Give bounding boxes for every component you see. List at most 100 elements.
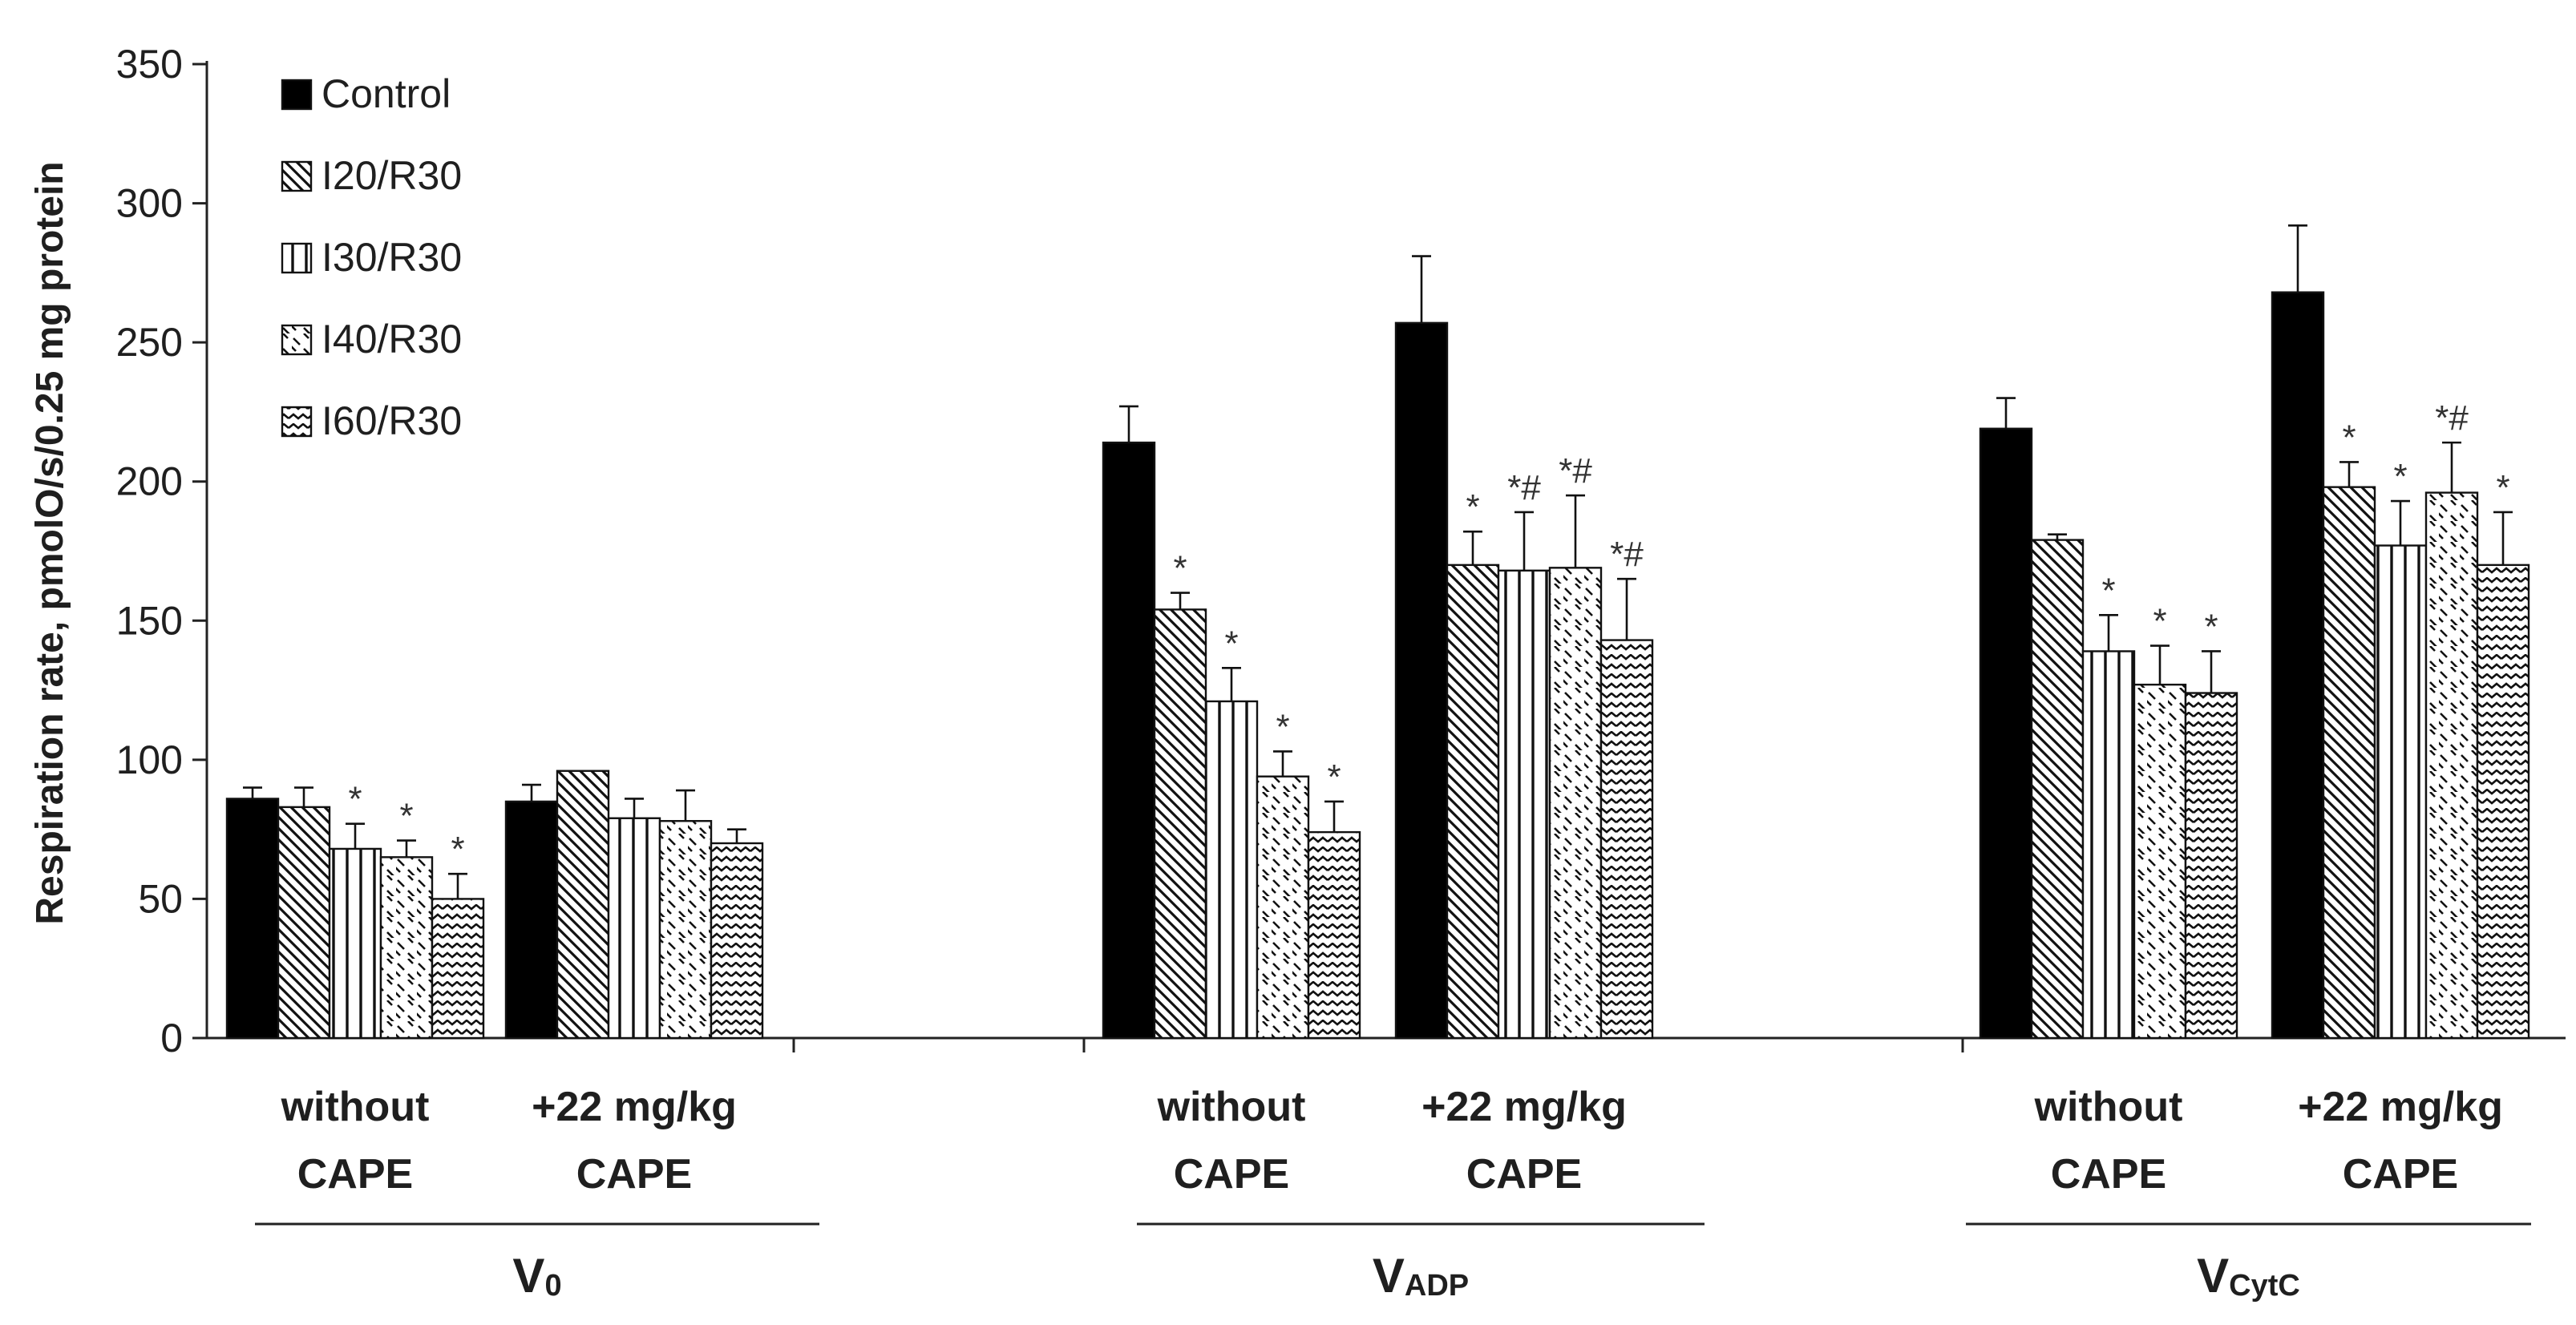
significance-mark: *: [2496, 468, 2509, 507]
legend-label: Control: [321, 71, 451, 116]
bar: [2424, 491, 2479, 1040]
bar: [1102, 441, 1156, 1040]
group-label-line1: without: [281, 1084, 430, 1130]
significance-mark: *#: [1559, 451, 1592, 491]
y-tick-label: 0: [160, 1016, 183, 1060]
y-tick-label: 250: [116, 320, 183, 365]
bar: [1599, 639, 1654, 1040]
y-tick-label: 300: [116, 181, 183, 226]
significance-mark: *: [1173, 549, 1187, 588]
y-tick-label: 350: [116, 42, 183, 87]
bar: [2322, 486, 2376, 1040]
legend-swatch: [281, 324, 313, 356]
significance-mark: *: [2101, 571, 2115, 610]
legend-label: I20/R30: [321, 153, 462, 198]
legend-label: I30/R30: [321, 235, 462, 280]
significance-mark: *#: [2435, 398, 2469, 438]
bar: [1307, 830, 1361, 1040]
legend-swatch: [281, 406, 313, 438]
significance-mark: *#: [1610, 535, 1644, 574]
group-label-line2: CAPE: [576, 1151, 692, 1198]
significance-mark: *: [2204, 607, 2218, 646]
section-label-main: V: [1373, 1249, 1405, 1303]
group-label-line2: CAPE: [1466, 1151, 1582, 1198]
bar: [1256, 775, 1310, 1040]
bar: [658, 820, 713, 1040]
group-label-line1: without: [2034, 1084, 2183, 1130]
bar: [1497, 569, 1551, 1040]
significance-mark: *: [2153, 602, 2166, 641]
section-label-main: V: [512, 1249, 544, 1303]
bar-group: +22 mg/kg CAPE: [504, 770, 764, 1198]
bar-group: * * * without CAPE: [1979, 397, 2238, 1198]
y-axis-label: Respiration rate, pmolO/s/0.25 mg protei…: [29, 161, 71, 924]
significance-mark: *: [1327, 757, 1341, 797]
significance-mark: *: [451, 830, 464, 869]
group-label-line2: CAPE: [2343, 1151, 2458, 1198]
group-label-line1: without: [1157, 1084, 1306, 1130]
bar: [2271, 291, 2325, 1040]
bar: [1979, 427, 2033, 1040]
bar: [277, 806, 331, 1040]
section-label: V0: [512, 1249, 561, 1303]
bar: [379, 856, 434, 1040]
section-label-subscript: 0: [544, 1269, 561, 1303]
legend-swatch: [281, 242, 313, 274]
section-label: VCytC: [2197, 1249, 2300, 1303]
bar: [556, 770, 610, 1040]
section-label-subscript: CytC: [2229, 1269, 2300, 1303]
group-label-line1: +22 mg/kg: [1421, 1084, 1627, 1130]
y-tick-label: 100: [116, 737, 183, 782]
bar: [2373, 544, 2428, 1040]
bar: [607, 817, 661, 1040]
section-2: * * * without CAPE * * *# * +22 mg/kg CAPE VCytC: [1966, 224, 2531, 1303]
significance-mark: *: [1276, 707, 1289, 746]
bar: [1204, 700, 1259, 1040]
bar: [2476, 564, 2530, 1040]
significance-mark: *: [2342, 418, 2356, 457]
legend: Control I20/R30 I30/R30 I40/R30 I60/R30: [281, 71, 462, 443]
group-label-line2: CAPE: [2051, 1151, 2166, 1198]
y-tick-label: 200: [116, 459, 183, 504]
legend-swatch: [281, 79, 313, 111]
group-label-line1: +22 mg/kg: [532, 1084, 737, 1130]
significance-mark: *#: [1507, 468, 1541, 507]
section-label-main: V: [2197, 1249, 2229, 1303]
significance-mark: *: [1466, 487, 1479, 527]
bar: [710, 842, 764, 1040]
legend-label: I60/R30: [321, 398, 462, 443]
significance-mark: *: [348, 780, 362, 819]
bar: [1394, 321, 1449, 1040]
section-label: VADP: [1373, 1249, 1469, 1303]
section-0: * * * without CAPE +22 mg/kg CAPE V0: [225, 770, 819, 1303]
section-label-subscript: ADP: [1405, 1269, 1469, 1303]
legend-label: I40/R30: [321, 317, 462, 362]
bar-group: * *# *# *# +22 mg/kg CAPE: [1394, 255, 1654, 1198]
section-1: * * * * without CAPE * *# *# *# +22 mg/kg CAPE VADP: [1102, 255, 1705, 1303]
group-label-line1: +22 mg/kg: [2298, 1084, 2503, 1130]
legend-swatch: [281, 160, 313, 192]
bar-group: * * *# * +22 mg/kg CAPE: [2271, 224, 2530, 1198]
bar-group: * * * * without CAPE: [1102, 405, 1361, 1198]
bar: [431, 898, 485, 1040]
bar: [328, 847, 382, 1040]
y-tick-label: 150: [116, 598, 183, 643]
group-label-line2: CAPE: [297, 1151, 413, 1198]
bar: [1153, 608, 1207, 1040]
bar: [2081, 650, 2136, 1040]
group-label-line2: CAPE: [1174, 1151, 1289, 1198]
significance-mark: *: [2393, 457, 2407, 496]
y-tick-label: 50: [138, 876, 183, 921]
bar: [2133, 683, 2187, 1040]
bar: [2184, 692, 2238, 1040]
bar: [225, 798, 280, 1040]
bar: [504, 800, 559, 1040]
bar: [2030, 539, 2085, 1040]
bar-group: * * * without CAPE: [225, 780, 485, 1198]
significance-mark: *: [399, 797, 413, 836]
significance-mark: *: [1224, 624, 1238, 663]
bar: [1446, 564, 1500, 1040]
bar: [1548, 567, 1603, 1040]
